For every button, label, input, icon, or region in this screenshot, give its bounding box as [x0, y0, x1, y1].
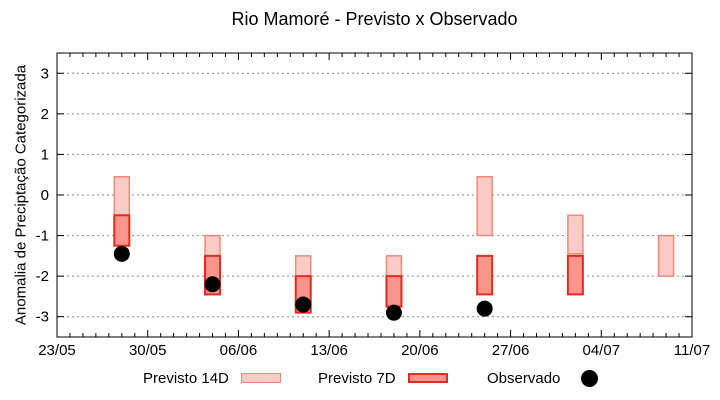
- bar-previsto-7d: [476, 254, 494, 296]
- x-tick-label: 04/07: [583, 342, 621, 359]
- legend-label-previsto-14d: Previsto 14D: [143, 369, 229, 387]
- legend-label-observado: Observado: [487, 369, 561, 387]
- legend-swatch-previsto-7d: [407, 373, 448, 383]
- y-tick-label: 1: [41, 146, 49, 163]
- x-tick-label: 23/05: [38, 342, 76, 359]
- bar-previsto-14d: [476, 175, 493, 237]
- bar-previsto-7d: [385, 275, 403, 308]
- x-tick-label: 30/05: [129, 342, 167, 359]
- legend: Previsto 14D Previsto 7D Observado: [0, 366, 720, 396]
- x-tick-label: 06/06: [220, 342, 258, 359]
- legend-swatch-previsto-14d: [240, 373, 281, 383]
- y-tick-label: 2: [41, 106, 49, 123]
- chart-title: Rio Mamoré - Previsto x Observado: [231, 9, 518, 29]
- bar-previsto-7d: [113, 214, 131, 247]
- observado-point: [295, 296, 312, 313]
- legend-item-observado: Observado: [487, 366, 599, 390]
- y-tick-label: -3: [36, 309, 49, 326]
- x-tick-label: 13/06: [310, 342, 348, 359]
- y-tick-label: 0: [41, 187, 49, 204]
- axis-ticks: [56, 53, 693, 337]
- bar-previsto-14d: [657, 234, 675, 277]
- y-tick-label: 3: [41, 65, 49, 82]
- series-previsto-7d: [113, 214, 584, 314]
- bar-previsto-7d: [566, 254, 584, 296]
- x-tick-labels: 23/05 30/05 06/06 13/06 20/06 27/06 04/07 11/07: [38, 342, 710, 359]
- observado-point: [385, 304, 402, 321]
- bar-previsto-14d: [567, 214, 584, 255]
- legend-item-previsto-14d: Previsto 14D: [143, 366, 281, 390]
- y-tick-label: -2: [36, 268, 49, 285]
- legend-swatch-observado-dot: [581, 369, 599, 387]
- legend-label-previsto-7d: Previsto 7D: [318, 369, 396, 387]
- legend-item-previsto-7d: Previsto 7D: [318, 366, 448, 390]
- observado-point: [476, 300, 493, 317]
- observado-point: [204, 276, 221, 293]
- plot-frame: [56, 52, 693, 338]
- x-tick-label: 11/07: [674, 342, 710, 359]
- x-tick-label: 27/06: [492, 342, 530, 359]
- y-tick-labels: 3 2 1 0 -1 -2 -3: [36, 65, 49, 325]
- series-observado: [113, 245, 493, 321]
- x-tick-label: 20/06: [401, 342, 439, 359]
- gridlines: [57, 72, 692, 318]
- observado-point: [113, 245, 130, 262]
- y-tick-label: -1: [36, 228, 49, 245]
